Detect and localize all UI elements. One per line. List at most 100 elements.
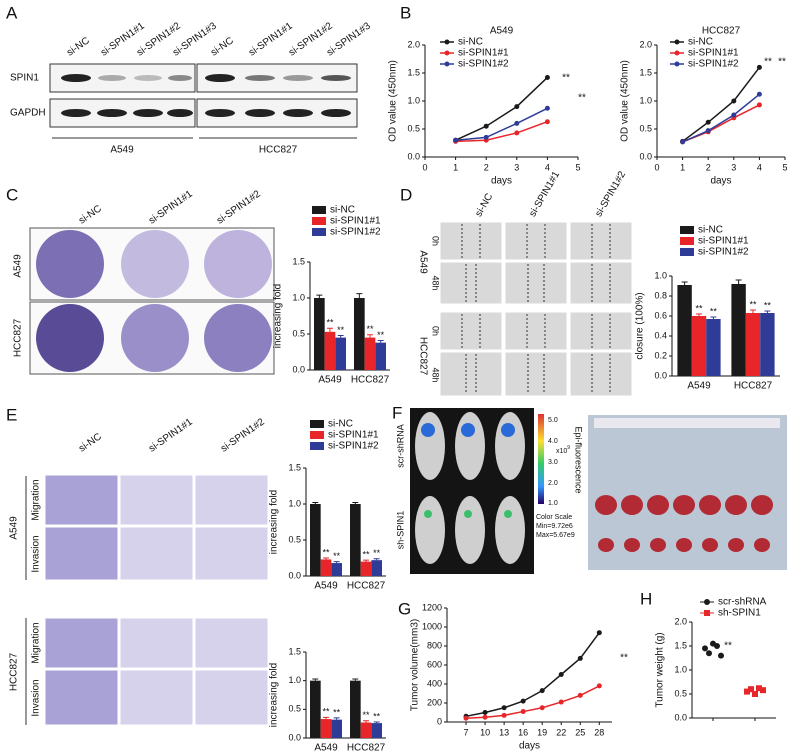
row-label: A549: [9, 516, 20, 540]
bar: [360, 561, 372, 576]
x-tick-label: HCC827: [351, 375, 390, 386]
blot: [49, 63, 358, 139]
point: [520, 709, 526, 715]
lane-label: si-NC: [65, 35, 92, 58]
column-label: si-NC: [77, 203, 104, 226]
x-tick-label: 5: [575, 162, 580, 172]
x-tick-label: 3: [731, 162, 736, 172]
point: [706, 650, 712, 657]
transwell-image: [194, 526, 269, 581]
legend-swatch: [310, 420, 324, 428]
point: [577, 692, 583, 698]
tumor: [702, 538, 718, 552]
y-axis-label: closure (100%): [635, 292, 646, 359]
y-tick-label: 0.0: [407, 151, 420, 161]
error-bar: [373, 721, 380, 724]
y-tick-label: 1.0: [288, 675, 301, 685]
point: [482, 714, 488, 720]
bar: [371, 723, 382, 738]
tumor: [673, 495, 695, 515]
annotation: **: [724, 641, 732, 652]
x-tick-label: A549: [314, 743, 338, 753]
band: [245, 75, 275, 81]
colorbar-unit: x109: [556, 445, 570, 455]
significance: **: [362, 710, 370, 720]
plate: [36, 230, 104, 298]
point: [514, 104, 520, 110]
x-tick-label: HCC827: [347, 743, 386, 753]
error-bar: [356, 293, 363, 298]
series-line: [682, 93, 760, 143]
y-tick-label: 0.5: [407, 123, 420, 133]
bar: [677, 285, 692, 376]
row-label: HCC827: [417, 337, 428, 376]
point: [760, 687, 766, 694]
legend-swatch: [680, 248, 694, 256]
significance: **: [749, 299, 757, 309]
y-tick-label: 1.0: [292, 292, 305, 302]
tumor: [725, 495, 747, 515]
tumor: [699, 495, 721, 515]
lane-label: si-NC: [209, 35, 236, 58]
y-tick-label: 0.0: [674, 712, 687, 722]
column-label: si-SPIN1#2: [215, 188, 263, 226]
mouse: [415, 412, 445, 480]
scale-text: Color Scale: [536, 514, 572, 521]
significance: **: [373, 711, 381, 721]
panel-letter: E: [6, 405, 17, 424]
tumor: [595, 495, 617, 515]
legend-swatch: [312, 206, 326, 214]
error-bar: [333, 561, 340, 564]
x-tick-label: A549: [314, 581, 338, 592]
column-label: si-SPIN1#1: [527, 169, 562, 219]
band: [283, 109, 313, 117]
y-axis-label: increasing fold: [273, 284, 284, 348]
row-label: HCC827: [13, 318, 24, 357]
point: [558, 672, 564, 677]
legend-label: si-SPIN1#2: [688, 59, 739, 70]
error-bar: [323, 716, 329, 720]
signal: [461, 423, 475, 437]
bar: [360, 722, 372, 738]
point: [514, 130, 520, 136]
legend-label: si-SPIN1#1: [688, 48, 739, 59]
series-line: [466, 685, 600, 719]
panel-letter: H: [640, 589, 652, 608]
row-label: HCC827: [9, 652, 20, 691]
legend-label: si-SPIN1#2: [458, 59, 509, 70]
bar: [350, 504, 361, 576]
panel-letter: D: [400, 185, 412, 204]
bar: [314, 298, 325, 370]
bar: [320, 719, 332, 738]
wound-image: [439, 221, 503, 261]
y-tick-label: 0.5: [288, 534, 301, 544]
point: [544, 119, 550, 125]
bar: [335, 337, 346, 370]
bar: [331, 719, 342, 738]
error-bar: [352, 502, 359, 504]
error-bar: [316, 294, 323, 298]
mouse: [495, 496, 525, 564]
mouse: [455, 412, 485, 480]
legend-marker: [444, 39, 450, 45]
error-bar: [363, 720, 369, 723]
x-tick-label: 0: [654, 162, 659, 172]
bar: [310, 504, 321, 576]
x-tick-label: 16: [518, 727, 528, 737]
y-tick-label: 1.5: [288, 462, 301, 472]
tumor: [751, 495, 773, 515]
row-label: A549: [13, 254, 24, 278]
y-tick-label: 0.5: [288, 704, 301, 714]
legend-label: si-SPIN1#1: [458, 48, 509, 59]
legend-label: si-SPIN1#2: [330, 227, 381, 238]
point: [756, 91, 762, 97]
x-tick-label: 0: [422, 162, 427, 172]
point: [577, 655, 583, 661]
y-tick-label: 1.0: [639, 95, 652, 105]
y-tick-label: 1.0: [288, 498, 301, 508]
point: [752, 691, 758, 697]
band: [61, 109, 91, 117]
point: [756, 64, 762, 70]
legend-swatch: [310, 442, 324, 450]
